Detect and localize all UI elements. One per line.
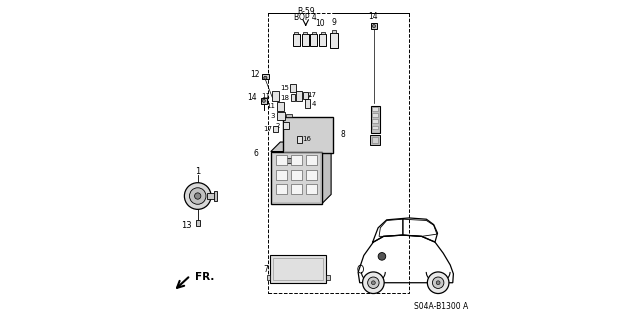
Text: 1: 1 bbox=[195, 167, 200, 176]
Bar bbox=[277, 102, 284, 111]
Bar bbox=[283, 122, 289, 129]
Bar bbox=[370, 135, 380, 145]
Text: 6: 6 bbox=[253, 149, 258, 158]
Bar bbox=[291, 84, 296, 92]
Bar bbox=[273, 126, 278, 132]
Bar bbox=[214, 191, 218, 201]
Bar bbox=[196, 220, 200, 226]
Text: 3: 3 bbox=[270, 113, 275, 119]
Bar bbox=[330, 33, 338, 48]
Bar bbox=[296, 91, 302, 101]
Bar bbox=[277, 112, 285, 120]
Text: 7: 7 bbox=[264, 264, 269, 274]
Circle shape bbox=[436, 281, 440, 285]
Bar bbox=[291, 170, 302, 180]
Bar bbox=[294, 32, 298, 34]
Bar bbox=[372, 125, 378, 129]
Bar bbox=[262, 74, 269, 79]
Circle shape bbox=[378, 253, 386, 260]
Text: 18: 18 bbox=[280, 94, 289, 100]
Bar bbox=[285, 158, 301, 163]
Bar bbox=[276, 170, 287, 180]
Bar bbox=[332, 30, 336, 33]
Bar bbox=[305, 100, 310, 108]
Bar bbox=[303, 32, 307, 34]
Text: 2: 2 bbox=[276, 122, 280, 129]
Bar bbox=[276, 155, 287, 165]
Bar bbox=[292, 34, 300, 47]
Text: BOP 4: BOP 4 bbox=[294, 13, 317, 22]
Bar bbox=[372, 137, 378, 143]
Bar bbox=[312, 32, 316, 34]
Text: 11: 11 bbox=[266, 103, 275, 109]
Bar bbox=[291, 94, 295, 101]
Bar bbox=[372, 120, 378, 123]
Bar bbox=[291, 155, 302, 165]
Bar bbox=[371, 23, 377, 29]
Bar bbox=[372, 114, 378, 117]
Bar bbox=[306, 155, 317, 165]
Circle shape bbox=[264, 76, 267, 79]
Bar bbox=[297, 136, 301, 143]
Text: 10: 10 bbox=[315, 19, 325, 28]
Bar bbox=[301, 34, 308, 47]
Text: 16: 16 bbox=[302, 137, 311, 143]
Circle shape bbox=[372, 25, 376, 28]
Circle shape bbox=[371, 281, 375, 285]
Bar bbox=[303, 92, 308, 99]
Bar bbox=[273, 153, 320, 202]
Bar bbox=[286, 114, 292, 117]
Text: 12: 12 bbox=[250, 70, 260, 79]
Circle shape bbox=[189, 188, 206, 204]
Bar bbox=[319, 34, 326, 47]
Bar bbox=[270, 255, 326, 283]
Text: 13: 13 bbox=[181, 221, 192, 230]
Bar bbox=[260, 98, 267, 104]
Circle shape bbox=[184, 183, 211, 209]
Text: 8: 8 bbox=[340, 130, 346, 139]
Bar bbox=[291, 184, 302, 195]
Text: 17: 17 bbox=[263, 126, 272, 132]
Bar bbox=[276, 184, 287, 195]
Bar bbox=[371, 106, 380, 132]
Circle shape bbox=[428, 272, 449, 293]
Circle shape bbox=[362, 272, 384, 293]
Text: 17: 17 bbox=[308, 92, 317, 98]
Text: 5: 5 bbox=[305, 93, 310, 99]
Bar bbox=[372, 108, 378, 111]
Bar bbox=[285, 153, 301, 163]
Circle shape bbox=[262, 99, 266, 102]
Bar bbox=[284, 118, 332, 152]
Bar bbox=[321, 32, 324, 34]
Polygon shape bbox=[321, 142, 331, 204]
Polygon shape bbox=[271, 142, 331, 152]
Circle shape bbox=[433, 277, 444, 288]
Text: 14: 14 bbox=[248, 93, 257, 102]
Bar bbox=[271, 152, 321, 204]
Text: B-59: B-59 bbox=[297, 7, 314, 16]
Bar bbox=[306, 170, 317, 180]
Circle shape bbox=[367, 277, 379, 288]
Circle shape bbox=[195, 193, 201, 199]
Text: 15: 15 bbox=[280, 85, 289, 91]
Text: S04A-B1300 A: S04A-B1300 A bbox=[413, 302, 468, 311]
Text: 11: 11 bbox=[262, 93, 271, 99]
Bar bbox=[207, 194, 216, 198]
Text: 4: 4 bbox=[312, 101, 316, 107]
Text: FR.: FR. bbox=[195, 272, 215, 282]
Bar bbox=[326, 275, 330, 280]
Bar bbox=[306, 184, 317, 195]
Bar bbox=[267, 275, 271, 280]
Bar bbox=[273, 258, 323, 280]
Bar bbox=[284, 117, 333, 153]
Text: 14: 14 bbox=[369, 12, 378, 21]
Bar bbox=[273, 91, 278, 101]
Text: 9: 9 bbox=[332, 18, 337, 27]
Bar bbox=[310, 34, 317, 47]
